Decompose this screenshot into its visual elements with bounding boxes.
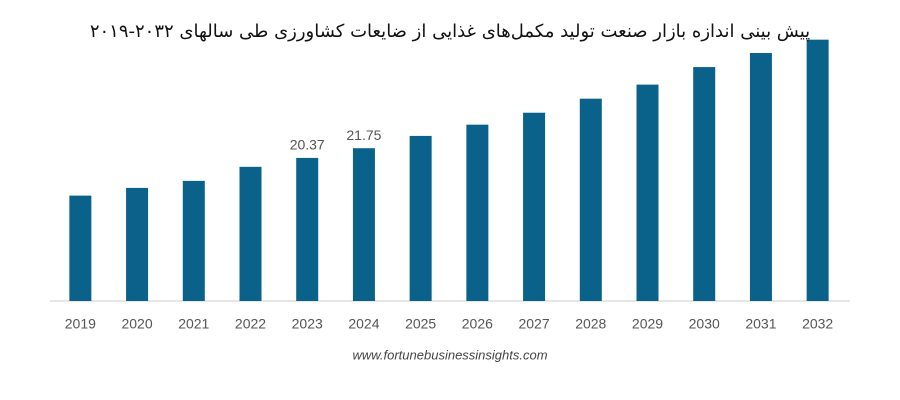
x-tick-label: 2029: [632, 316, 663, 332]
x-tick-label: 2024: [348, 316, 379, 332]
bar: [636, 84, 659, 301]
x-tick-label: 2028: [575, 316, 606, 332]
x-tick-label: 2025: [405, 316, 436, 332]
bar: [579, 98, 602, 302]
x-tick-label: 2021: [178, 316, 209, 332]
value-label: 21.75: [346, 127, 381, 143]
bar: [693, 67, 716, 301]
value-label: 20.37: [290, 137, 325, 153]
x-tick-label: 2023: [292, 316, 323, 332]
x-tick-label: 2020: [121, 316, 152, 332]
bar: [182, 180, 205, 301]
x-tick-label: 2030: [689, 316, 720, 332]
source: www.fortunebusinessinsights.com: [352, 347, 547, 362]
bar: [126, 187, 149, 301]
x-tick-label: 2026: [462, 316, 493, 332]
bar: [409, 135, 432, 301]
bar: [69, 195, 92, 301]
x-tick-label: 2032: [802, 316, 833, 332]
x-tick-label: 2022: [235, 316, 266, 332]
x-tick-label: 2027: [518, 316, 549, 332]
x-tick-label: 2031: [745, 316, 776, 332]
bar: [239, 166, 262, 301]
chart-title: پیش بینی اندازه بازار صنعت تولید مکمل‌ها…: [90, 21, 810, 42]
bar: [523, 112, 546, 301]
bar: [352, 148, 375, 301]
x-tick-label: 2019: [65, 316, 96, 332]
bar: [806, 39, 829, 302]
bar: [466, 124, 489, 301]
bar: [296, 157, 319, 301]
bar: [749, 53, 772, 301]
